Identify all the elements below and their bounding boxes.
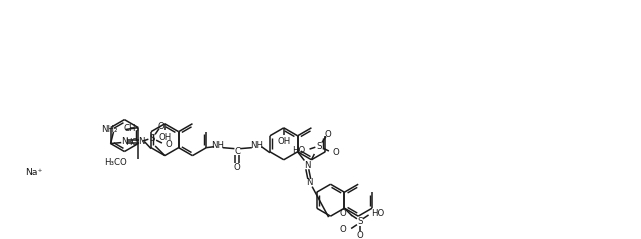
Text: NH₂: NH₂ [101,125,118,134]
Text: OH: OH [158,133,171,142]
Text: O: O [166,140,172,148]
Text: O: O [158,122,164,131]
Text: N: N [306,178,312,187]
Text: O: O [324,130,331,139]
Text: HO: HO [292,146,306,155]
Text: O: O [234,163,240,172]
Text: CH₃: CH₃ [123,124,139,133]
Text: H₃CO: H₃CO [104,158,127,167]
Text: N: N [121,137,128,146]
Text: O: O [340,210,346,218]
Text: N: N [138,137,145,146]
Text: OH: OH [277,137,290,147]
Text: C: C [235,147,240,156]
Text: S: S [149,134,155,143]
Text: HO: HO [372,210,385,218]
Text: O: O [356,231,363,239]
Text: NH: NH [212,141,224,150]
Text: O: O [340,225,346,234]
Text: NH: NH [250,141,263,150]
Text: HO: HO [126,138,138,147]
Text: O: O [333,147,340,157]
Text: S: S [357,217,363,226]
Text: S: S [317,142,322,151]
Text: N: N [304,161,310,170]
Text: Na⁺: Na⁺ [25,168,42,177]
